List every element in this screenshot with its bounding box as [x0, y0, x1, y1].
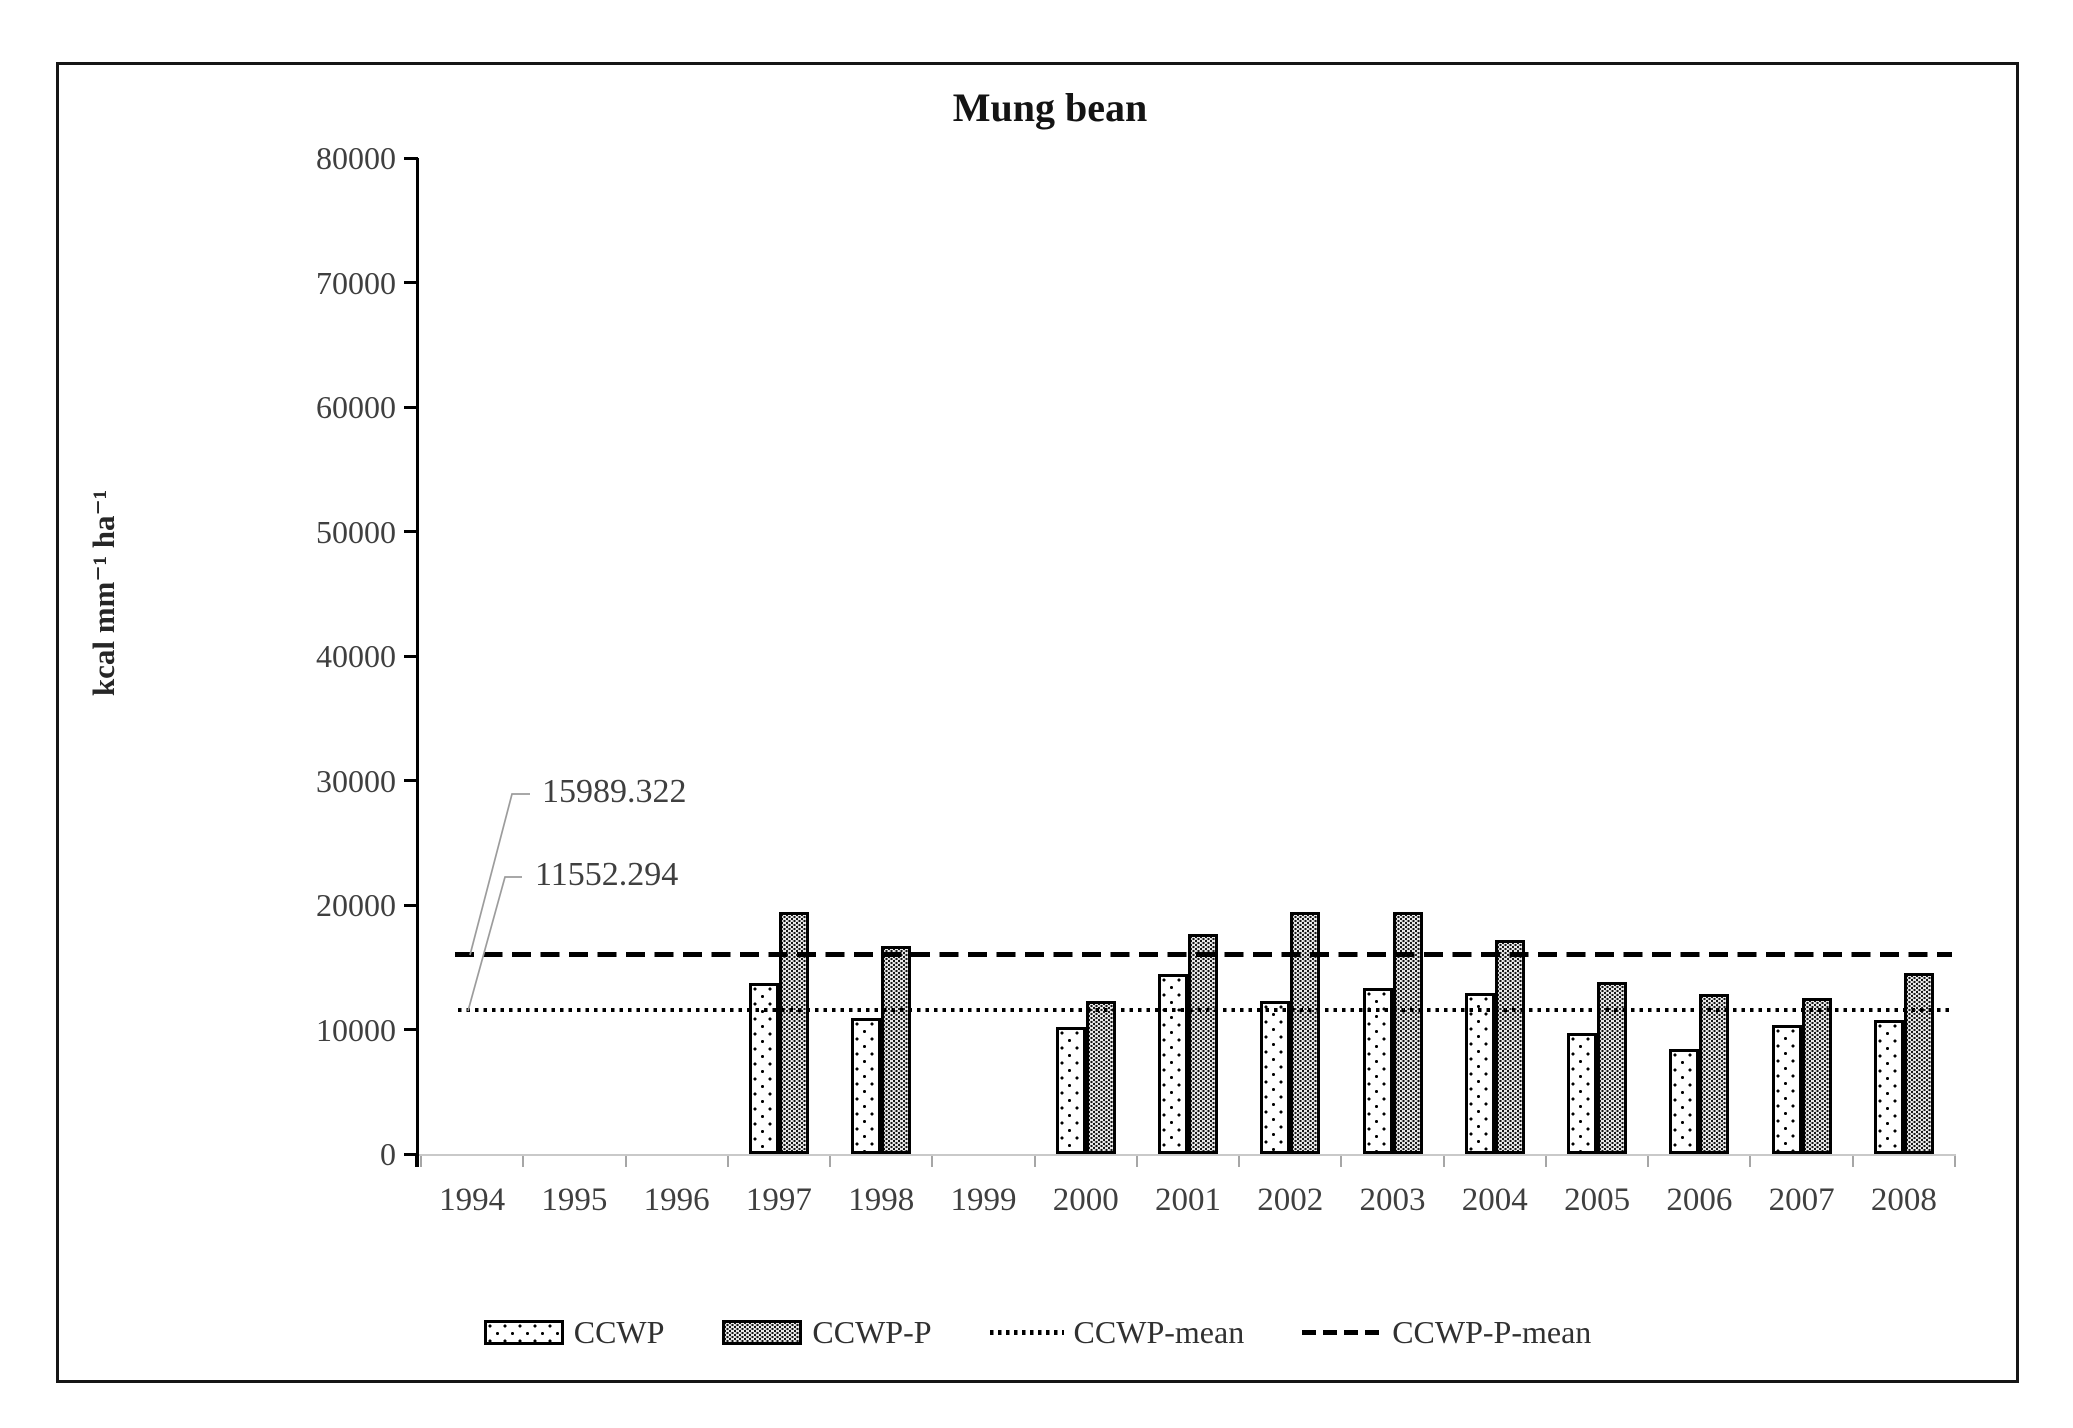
bar-ccwp-p-1997: [778, 911, 809, 1154]
x-tick-label-1998: 1998: [848, 1182, 915, 1218]
y-tick-label-30000: 30000: [316, 762, 396, 799]
y-tick-label-40000: 40000: [316, 638, 396, 674]
x-tick-mark-15: [1954, 1156, 1956, 1167]
x-axis-baseline: [416, 1154, 1956, 1156]
x-tick-label-2004: 2004: [1461, 1182, 1528, 1218]
bar-ccwp-p-2001: [1188, 934, 1218, 1154]
x-tick-label-2001: 2001: [1155, 1182, 1221, 1218]
x-tick-mark-7: [1135, 1156, 1138, 1167]
bar-ccwp-p-2005: [1597, 981, 1628, 1154]
x-tick-mark-10: [1442, 1156, 1445, 1167]
x-tick-mark-2: [624, 1156, 627, 1167]
x-tick-label-1997: 1997: [745, 1182, 812, 1218]
ccwp-p-pattern-swatch-icon: [722, 1319, 803, 1345]
bar-ccwp-p-2003: [1392, 911, 1423, 1154]
x-tick-label-1999: 1999: [950, 1182, 1017, 1218]
y-tick-mark-60000: [404, 405, 418, 409]
y-tick-mark-70000: [404, 281, 418, 284]
x-tick-label-2002: 2002: [1257, 1182, 1324, 1218]
chart-frame: [56, 62, 2019, 1383]
x-tick-mark-12: [1647, 1156, 1650, 1167]
legend-label-ccwp-p: CCWP-P: [812, 1313, 932, 1350]
bar-ccwp-p-2007: [1801, 997, 1832, 1154]
bar-ccwp-1998: [851, 1018, 882, 1154]
legend: CCWP CCWP-P CCWP-mean CCWP-P-mean: [57, 1310, 2018, 1354]
bar-ccwp-p-2000: [1085, 1001, 1116, 1154]
legend-label-ccwp-mean: CCWP-mean: [1073, 1313, 1245, 1350]
x-tick-label-2006: 2006: [1666, 1182, 1733, 1218]
y-tick-mark-20000: [404, 903, 418, 907]
legend-item-ccwp-p-mean: CCWP-P-mean: [1302, 1314, 1591, 1351]
bar-ccwp-2005: [1567, 1033, 1598, 1154]
legend-label-ccwp-p-mean: CCWP-P-mean: [1392, 1313, 1592, 1350]
x-tick-mark-11: [1544, 1156, 1547, 1167]
bar-ccwp-p-2006: [1699, 994, 1730, 1154]
bar-ccwp-p-2004: [1494, 940, 1525, 1154]
bar-ccwp-2002: [1260, 1000, 1291, 1154]
y-tick-label-0: 0: [380, 1136, 396, 1172]
x-tick-label-2003: 2003: [1359, 1182, 1426, 1218]
bar-ccwp-2006: [1669, 1049, 1700, 1154]
legend-item-ccwp-p: CCWP-P: [722, 1313, 932, 1351]
x-tick-mark-13: [1749, 1156, 1752, 1167]
bar-ccwp-2000: [1055, 1027, 1086, 1154]
bar-ccwp-2003: [1362, 987, 1393, 1154]
bar-ccwp-2008: [1873, 1020, 1904, 1154]
x-tick-mark-4: [829, 1156, 832, 1167]
x-tick-label-1994: 1994: [439, 1182, 506, 1218]
x-tick-mark-3: [726, 1156, 729, 1167]
y-tick-label-70000: 70000: [316, 264, 396, 301]
x-tick-mark-6: [1033, 1156, 1036, 1167]
y-tick-label-50000: 50000: [316, 513, 396, 550]
x-tick-mark-1: [522, 1156, 525, 1167]
legend-label-ccwp: CCWP: [573, 1313, 665, 1350]
legend-item-ccwp-mean: CCWP-mean: [989, 1313, 1245, 1351]
y-tick-mark-80000: [404, 156, 418, 160]
y-axis-line: [416, 158, 419, 1157]
ccwp-mean-value-label: 11552.294: [535, 856, 679, 893]
x-tick-mark-8: [1238, 1156, 1241, 1167]
x-tick-label-2007: 2007: [1768, 1182, 1835, 1218]
bar-ccwp-1997: [748, 982, 779, 1154]
dotted-line-swatch-icon: [989, 1329, 1064, 1335]
chart-title: Mung bean: [952, 85, 1148, 130]
x-tick-mark-14: [1851, 1156, 1854, 1167]
x-tick-label-1995: 1995: [541, 1182, 608, 1218]
dashed-line-swatch-icon: [1302, 1329, 1383, 1335]
y-tick-mark-0: [404, 1152, 418, 1156]
bar-ccwp-2004: [1464, 993, 1495, 1154]
y-tick-mark-50000: [404, 530, 418, 533]
y-axis-title: kcal mm⁻¹ ha⁻¹: [86, 489, 121, 697]
y-tick-label-60000: 60000: [316, 389, 396, 425]
bar-ccwp-2007: [1771, 1025, 1802, 1154]
y-tick-label-10000: 10000: [316, 1011, 396, 1048]
x-tick-label-2005: 2005: [1564, 1182, 1631, 1218]
y-tick-mark-40000: [404, 654, 418, 658]
x-tick-mark-9: [1340, 1156, 1343, 1167]
ccwp-mean-line: [458, 1008, 1952, 1013]
x-tick-label-2000: 2000: [1052, 1182, 1119, 1218]
x-tick-mark-0: [420, 1156, 422, 1167]
y-tick-mark-30000: [404, 779, 418, 782]
x-tick-mark-5: [931, 1156, 934, 1167]
y-tick-label-80000: 80000: [316, 140, 396, 176]
bar-ccwp-p-2008: [1903, 972, 1934, 1154]
x-tick-label-2008: 2008: [1870, 1182, 1937, 1218]
x-tick-label-1996: 1996: [643, 1182, 710, 1218]
ccwp-p-mean-value-label: 15989.322: [542, 773, 687, 810]
bar-ccwp-p-1998: [881, 946, 912, 1154]
ccwp-p-mean-line: [455, 952, 1952, 958]
y-tick-mark-10000: [404, 1028, 418, 1031]
ccwp-pattern-swatch-icon: [483, 1319, 564, 1345]
bar-ccwp-2001: [1158, 974, 1188, 1154]
x-axis-origin-tick: [415, 1154, 419, 1167]
bar-ccwp-p-2002: [1290, 911, 1321, 1154]
y-tick-label-20000: 20000: [316, 887, 396, 923]
legend-item-ccwp: CCWP: [483, 1313, 665, 1351]
